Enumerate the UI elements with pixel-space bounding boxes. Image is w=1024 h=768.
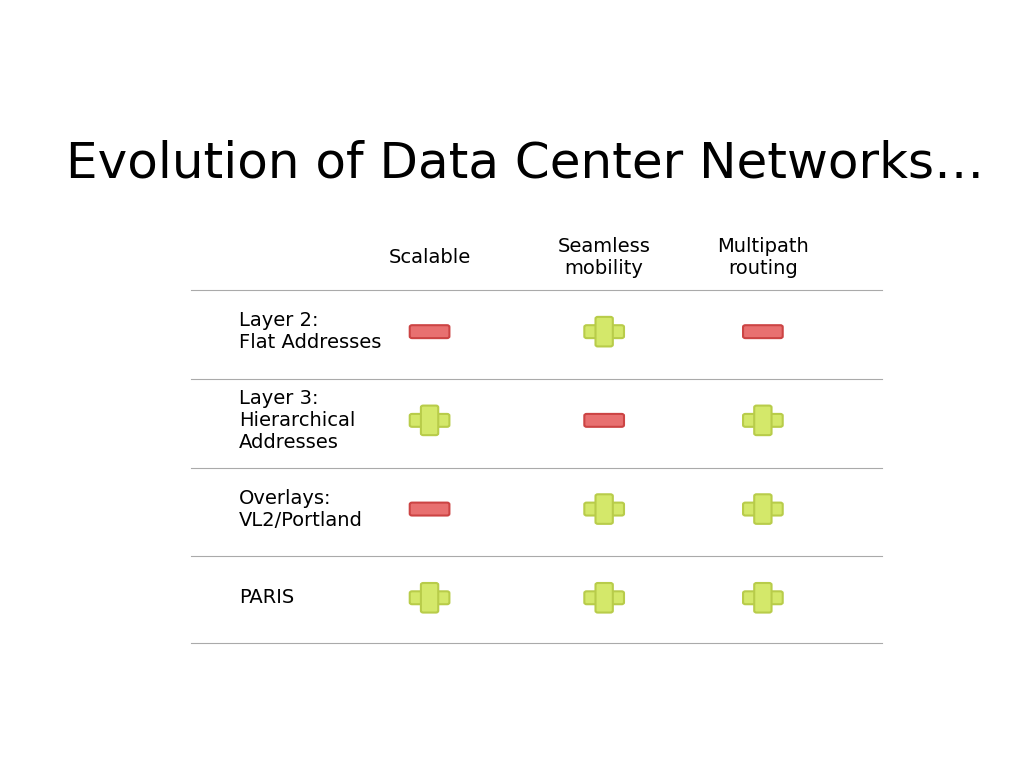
FancyBboxPatch shape xyxy=(410,325,450,338)
FancyBboxPatch shape xyxy=(755,583,771,613)
FancyBboxPatch shape xyxy=(410,502,450,515)
Text: Evolution of Data Center Networks…: Evolution of Data Center Networks… xyxy=(66,139,984,187)
FancyBboxPatch shape xyxy=(585,414,624,427)
FancyBboxPatch shape xyxy=(743,414,782,427)
FancyBboxPatch shape xyxy=(755,406,771,435)
FancyBboxPatch shape xyxy=(421,406,438,435)
FancyBboxPatch shape xyxy=(743,325,782,338)
Text: Seamless
mobility: Seamless mobility xyxy=(558,237,650,278)
FancyBboxPatch shape xyxy=(755,495,771,524)
Text: PARIS: PARIS xyxy=(240,588,294,607)
Text: Multipath
routing: Multipath routing xyxy=(717,237,809,278)
Text: Layer 3:
Hierarchical
Addresses: Layer 3: Hierarchical Addresses xyxy=(240,389,355,452)
FancyBboxPatch shape xyxy=(585,325,624,338)
FancyBboxPatch shape xyxy=(596,495,612,524)
FancyBboxPatch shape xyxy=(410,414,450,427)
FancyBboxPatch shape xyxy=(585,591,624,604)
FancyBboxPatch shape xyxy=(421,583,438,613)
FancyBboxPatch shape xyxy=(743,502,782,515)
FancyBboxPatch shape xyxy=(596,317,612,346)
Text: Overlays:
VL2/Portland: Overlays: VL2/Portland xyxy=(240,488,362,530)
Text: Scalable: Scalable xyxy=(388,248,471,267)
FancyBboxPatch shape xyxy=(596,583,612,613)
FancyBboxPatch shape xyxy=(410,591,450,604)
FancyBboxPatch shape xyxy=(585,502,624,515)
FancyBboxPatch shape xyxy=(743,591,782,604)
Text: Layer 2:
Flat Addresses: Layer 2: Flat Addresses xyxy=(240,311,382,353)
